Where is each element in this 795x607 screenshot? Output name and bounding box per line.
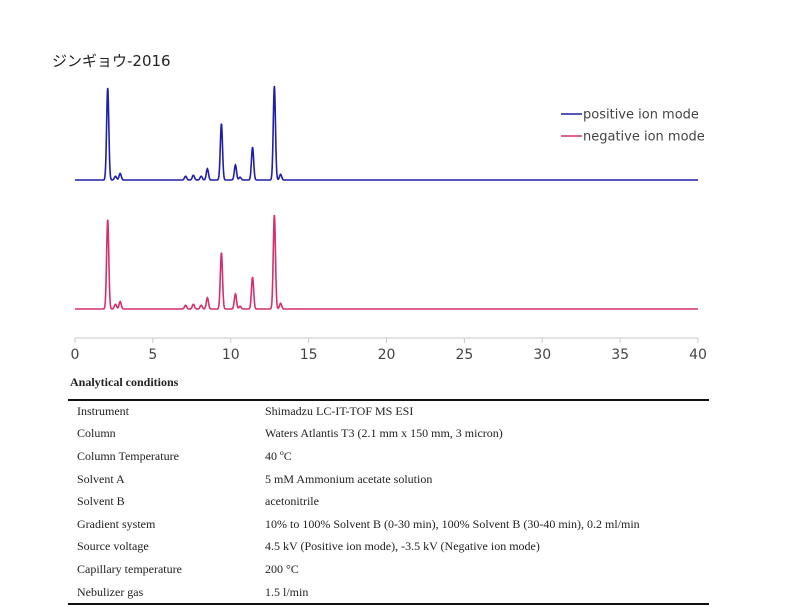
series-line-1 [75,214,698,310]
x-tick-label: 25 [455,347,473,363]
table-row: Nebulizer gas 1.5 l/min [68,581,709,604]
x-tick-label: 5 [148,347,157,363]
condition-value: 10% to 100% Solvent B (0-30 min), 100% S… [265,516,640,531]
condition-label: Instrument [77,403,129,418]
condition-value: 1.5 l/min [265,584,309,599]
condition-value: 5 mM Ammonium acetate solution [265,471,433,486]
condition-value: Shimadzu LC-IT-TOF MS ESI [265,403,414,418]
condition-label: Solvent B [77,494,125,509]
condition-label: Column Temperature [77,448,179,463]
condition-label: Capillary temperature [77,561,182,576]
condition-label: Gradient system [77,516,156,531]
x-axis: 0 5 10 15 20 25 30 35 40 [71,337,707,363]
table-row: Column Waters Atlantis T3 (2.1 mm x 150 m… [68,423,709,446]
chromatogram-chart: 0 5 10 15 20 25 30 35 40 positive ion mode negati… [71,85,707,363]
legend-label-0: positive ion mode [583,108,699,123]
x-tick-label: 35 [611,347,629,363]
x-tick-label: 20 [378,347,396,363]
legend: positive ion mode negative ion mode [561,108,705,145]
x-tick-label: 40 [689,347,707,363]
condition-value: acetonitrile [265,494,319,509]
legend-label-1: negative ion mode [583,130,705,145]
table-top-rule [68,399,709,401]
x-tick-label: 30 [533,347,551,363]
chart-title: ジンギョウ-2016 [52,52,171,70]
table-row: Capillary temperature 200 °C [68,558,709,581]
table-row: Gradient system 10% to 100% Solvent B (0-… [68,513,709,536]
condition-value: 40 ºC [265,448,292,463]
conditions-table: Instrument Shimadzu LC-IT-TOF MS ESI Colum… [68,400,709,603]
condition-label: Nebulizer gas [77,584,144,599]
condition-label: Source voltage [77,539,149,554]
table-row: Solvent B acetonitrile [68,490,709,513]
conditions-heading: Analytical conditions [70,375,179,389]
series-line-0 [75,85,698,181]
condition-value: 200 °C [265,561,299,576]
table-row: Source voltage 4.5 kV (Positive ion mode)… [68,536,709,559]
x-tick-label: 15 [300,347,318,363]
condition-label: Column [77,426,116,441]
traces [75,85,698,310]
condition-value: Waters Atlantis T3 (2.1 mm x 150 mm, 3 m… [265,426,503,441]
table-bottom-rule [68,603,709,605]
table-row: Column Temperature 40 ºC [68,445,709,468]
table-row: Instrument Shimadzu LC-IT-TOF MS ESI [68,400,709,423]
table-row: Solvent A 5 mM Ammonium acetate solution [68,468,709,491]
x-tick-label: 0 [71,347,80,363]
x-tick-label: 10 [222,347,240,363]
condition-label: Solvent A [77,471,125,486]
condition-value: 4.5 kV (Positive ion mode), -3.5 kV (Neg… [265,539,540,554]
